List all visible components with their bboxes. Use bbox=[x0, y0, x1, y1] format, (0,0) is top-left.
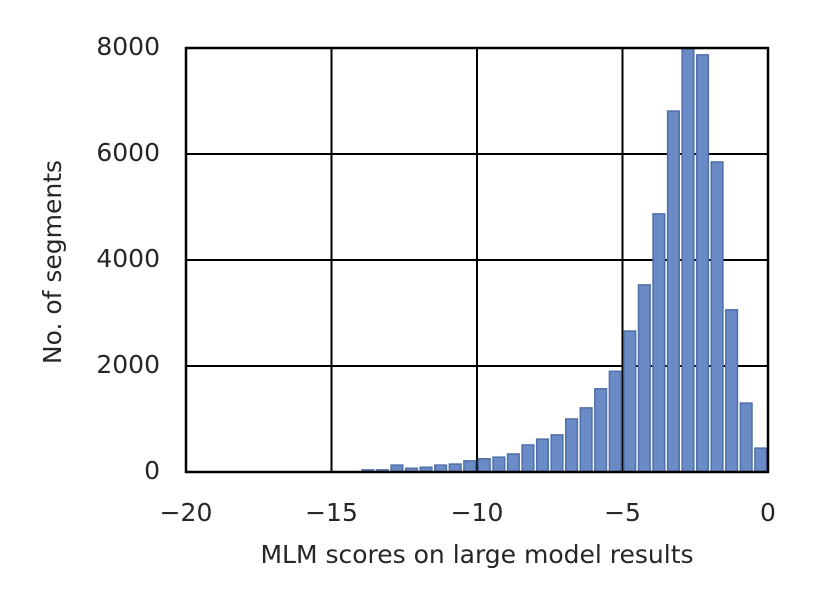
y-tick-label: 8000 bbox=[96, 32, 160, 61]
bar bbox=[739, 402, 753, 473]
bar bbox=[579, 407, 593, 473]
x-axis-label: MLM scores on large model results bbox=[260, 540, 693, 569]
y-tick-label: 0 bbox=[144, 456, 160, 485]
bar bbox=[506, 453, 520, 473]
bar bbox=[608, 370, 622, 473]
x-tick-label: −5 bbox=[604, 498, 641, 527]
bar bbox=[623, 330, 637, 473]
bar bbox=[637, 284, 651, 473]
bar bbox=[477, 458, 491, 473]
x-tick-label: −20 bbox=[160, 498, 213, 527]
bar bbox=[666, 110, 680, 473]
bar bbox=[710, 161, 724, 473]
plot-frame bbox=[184, 46, 770, 474]
y-axis-label: No. of segments bbox=[38, 160, 67, 364]
bar bbox=[754, 447, 768, 473]
bar bbox=[594, 388, 608, 473]
bar bbox=[463, 460, 477, 473]
x-tick-label: 0 bbox=[760, 498, 776, 527]
x-tick-label: −15 bbox=[305, 498, 358, 527]
y-tick-label: 6000 bbox=[96, 138, 160, 167]
y-tick-label: 4000 bbox=[96, 244, 160, 273]
bar bbox=[681, 47, 695, 473]
bar bbox=[725, 309, 739, 473]
bar bbox=[652, 213, 666, 473]
bar bbox=[521, 444, 535, 473]
bar bbox=[695, 54, 710, 473]
bar bbox=[565, 418, 579, 473]
bar bbox=[535, 438, 550, 473]
bar bbox=[492, 456, 506, 473]
y-tick-label: 2000 bbox=[96, 350, 160, 379]
x-tick-label: −10 bbox=[451, 498, 504, 527]
bar bbox=[550, 434, 564, 473]
